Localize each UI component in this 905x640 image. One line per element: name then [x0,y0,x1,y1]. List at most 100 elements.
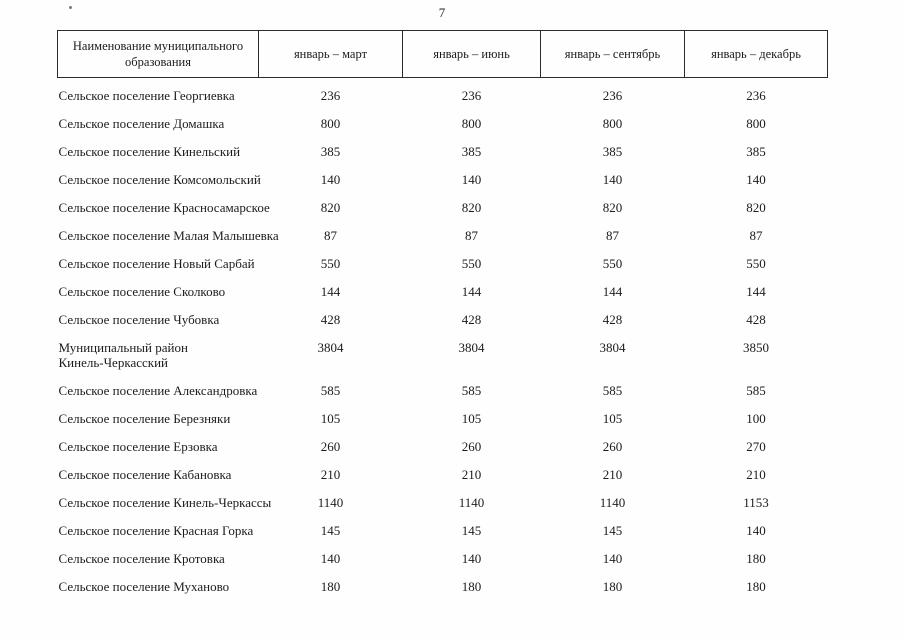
municipality-name: Сельское поселение Муханово [58,579,230,594]
municipality-name: Сельское поселение Александровка [58,383,258,398]
table-row: Сельское поселение Ерзовка 260 260 260 270 [58,429,828,457]
period-value: 585 [746,383,766,398]
period-value: 800 [320,116,341,131]
table-row: Сельское поселение Комсомольский 140 140 14… [58,162,828,190]
table-row: Сельское поселение Георгиевка 236 236 236 23… [58,78,828,107]
period-value: 428 [746,312,766,327]
table-row: Сельское поселение Домашка 800 800 800 800 [58,106,828,134]
period-value: 3850 [743,340,769,355]
period-value: 3804 [458,340,485,355]
period-value: 1140 [458,495,485,510]
period-value: 385 [461,144,482,159]
period-value: 800 [602,116,623,131]
table-row: Сельское поселение Кабановка 210 210 210 210 [58,457,828,485]
period-value: 145 [320,523,341,538]
scan-artifact-dot [69,6,72,9]
period-value: 585 [320,383,341,398]
table-row: Сельское поселение Красная Горка 145 145 14… [58,513,828,541]
period-value: 140 [746,172,766,187]
municipality-name: Сельское поселение Красная Горка [58,523,254,538]
table-row: Сельское поселение Красносамарское 820 820… [58,190,828,218]
period-value: 385 [746,144,766,159]
table-row: Сельское поселение Кинельский 385 385 385 38… [58,134,828,162]
period-value: 210 [602,467,623,482]
period-value: 144 [320,284,341,299]
period-value: 145 [461,523,482,538]
period-value: 260 [320,439,341,454]
municipality-name: Сельское поселение Ерзовка [58,439,218,454]
period-value: 3804 [317,340,344,355]
municipality-name: Сельское поселение Комсомольский [58,172,261,187]
period-value: 820 [602,200,623,215]
period-value: 180 [602,579,623,594]
municipality-name: Сельское поселение Кинельский [58,144,241,159]
period-value: 87 [465,228,478,243]
period-value: 140 [746,523,766,538]
period-value: 260 [461,439,482,454]
period-value: 140 [320,172,341,187]
municipality-name: Сельское поселение Кротовка [58,551,225,566]
period-value: 180 [461,579,482,594]
period-value: 105 [320,411,341,426]
period-value: 87 [606,228,619,243]
period-value: 1153 [743,495,769,510]
municipality-name: Сельское поселение Домашка [58,116,225,131]
period-value: 550 [746,256,766,271]
table-row: Сельское поселение Муханово 180 180 180 180 [58,569,828,597]
municipality-name: Сельское поселение Сколково [58,284,226,299]
period-value: 270 [746,439,766,454]
municipality-name: Сельское поселение Кинель-Черкассы [58,495,272,510]
column-header-january-march: январь – март [258,30,403,78]
table-row: Сельское поселение Александровка 585 585 58… [58,373,828,401]
period-value: 550 [602,256,623,271]
period-value: 180 [320,579,341,594]
period-value: 428 [602,312,623,327]
column-header-municipality-name: Наименование муниципального образования [57,30,259,78]
period-value: 140 [602,172,623,187]
period-value: 145 [602,523,623,538]
period-value: 236 [746,88,766,103]
period-value: 140 [461,551,482,566]
municipality-name: Муниципальный район Кинель-Черкасский [58,340,188,370]
table-row: Сельское поселение Кротовка 140 140 140 180 [58,541,828,569]
period-value: 180 [746,551,766,566]
period-value: 800 [746,116,766,131]
period-value: 820 [746,200,766,215]
period-value: 820 [461,200,482,215]
municipality-name: Сельское поселение Новый Сарбай [58,256,255,271]
municipality-name: Сельское поселение Кабановка [58,467,232,482]
period-value: 140 [602,551,623,566]
period-value: 820 [320,200,341,215]
period-value: 236 [602,88,623,103]
period-value: 180 [746,579,766,594]
period-value: 140 [461,172,482,187]
table-row: Сельское поселение Новый Сарбай 550 550 550… [58,246,828,274]
municipal-periods-table: Наименование муниципального образования … [57,30,828,597]
period-value: 140 [320,551,341,566]
period-value: 87 [324,228,337,243]
table-row: Сельское поселение Кинель-Черкассы 1140 11… [58,485,828,513]
period-value: 385 [602,144,623,159]
table-row: Сельское поселение Малая Малышевка 87 87 87… [58,218,828,246]
period-value: 585 [602,383,623,398]
municipality-name: Сельское поселение Чубовка [58,312,220,327]
period-value: 1140 [599,495,626,510]
period-value: 144 [602,284,623,299]
period-value: 236 [461,88,482,103]
period-value: 210 [320,467,341,482]
table-header-row: Наименование муниципального образования … [57,30,828,78]
column-header-january-december: январь – декабрь [684,30,828,78]
table-row: Сельское поселение Сколково 144 144 144 144 [58,274,828,302]
period-value: 144 [746,284,766,299]
period-value: 100 [746,411,766,426]
period-value: 105 [461,411,482,426]
period-value: 550 [461,256,482,271]
period-value: 105 [602,411,623,426]
table-header: Наименование муниципального образования … [57,30,828,78]
period-value: 585 [461,383,482,398]
period-value: 236 [320,88,341,103]
period-value: 210 [461,467,482,482]
period-value: 800 [461,116,482,131]
table-row: Муниципальный район Кинель-Черкасский 380… [58,330,828,373]
